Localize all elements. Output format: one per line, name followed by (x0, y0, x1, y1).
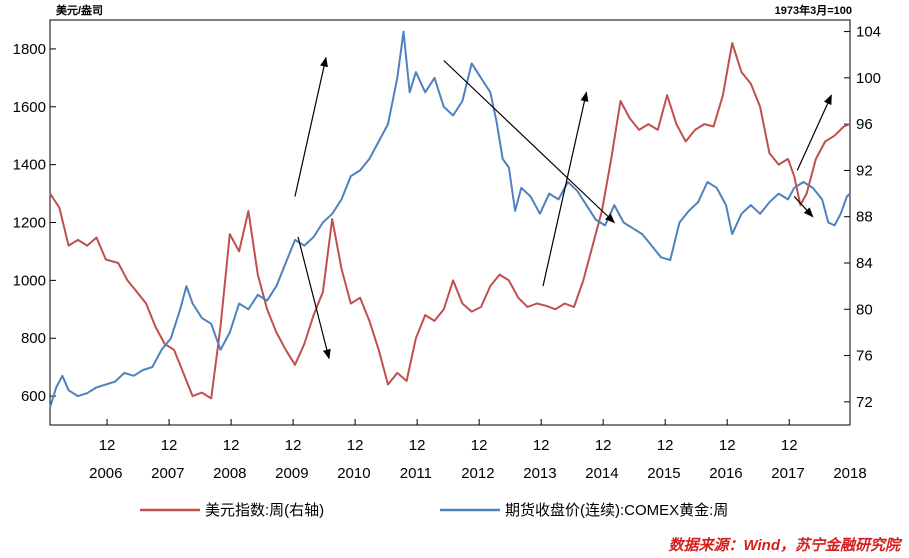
left-axis: 600 800 1000 1200 1400 1600 1800 (13, 41, 56, 405)
x-year-label: 2018 (833, 465, 866, 482)
x-tick-label: 12 (409, 437, 426, 454)
trend-arrow (294, 56, 328, 197)
right-tick-label: 92 (856, 162, 873, 179)
right-tick-label: 76 (856, 348, 873, 365)
series-line-gold (49, 30, 851, 408)
x-year-label: 2016 (709, 465, 742, 482)
x-tick-label: 12 (533, 437, 550, 454)
x-year-label: 2014 (585, 465, 618, 482)
x-year-label: 2015 (647, 465, 680, 482)
x-year-label: 2011 (400, 465, 432, 482)
series-line-usd-index (49, 42, 851, 400)
right-axis-unit: 1973年3月=100 (775, 3, 852, 17)
left-tick-label: 1000 (13, 272, 46, 289)
source-note: 数据来源：Wind，苏宁金融研究院 (668, 536, 903, 554)
trend-arrow (796, 94, 832, 171)
x-tick-label: 12 (719, 437, 736, 454)
x-axis: 12 12 12 12 12 12 12 12 12 12 12 12 2006 2007 2008 2009… (89, 419, 867, 482)
left-tick-label: 1800 (13, 41, 46, 58)
trend-arrow (297, 236, 331, 360)
right-tick-label: 84 (856, 255, 873, 272)
left-tick-label: 600 (21, 388, 46, 405)
x-year-label: 2010 (337, 465, 370, 482)
x-tick-label: 12 (657, 437, 674, 454)
x-year-label: 2007 (151, 465, 184, 482)
x-tick-label: 12 (595, 437, 612, 454)
x-year-label: 2006 (89, 465, 122, 482)
legend-label-usd-index: 美元指数:周(右轴) (205, 502, 324, 519)
left-tick-label: 1400 (13, 157, 46, 174)
right-tick-label: 104 (856, 24, 881, 41)
left-tick-label: 1600 (13, 99, 46, 116)
right-tick-label: 72 (856, 394, 873, 411)
x-year-label: 2009 (275, 465, 308, 482)
left-tick-label: 800 (21, 330, 46, 347)
left-tick-label: 1200 (13, 215, 46, 232)
right-tick-label: 80 (856, 301, 873, 318)
trend-arrow (443, 60, 616, 224)
legend: 美元指数:周(右轴) 期货收盘价(连续):COMEX黄金:周 (140, 501, 728, 519)
x-tick-label: 12 (781, 437, 798, 454)
left-axis-unit: 美元/盎司 (56, 3, 103, 17)
right-axis: 72 76 80 84 88 92 96 100 104 (844, 24, 881, 411)
x-year-label: 2012 (461, 465, 494, 482)
x-tick-label: 12 (99, 437, 116, 454)
x-tick-label: 12 (223, 437, 240, 454)
trend-arrow (542, 91, 589, 287)
x-tick-label: 12 (161, 437, 178, 454)
x-tick-label: 12 (347, 437, 364, 454)
x-year-label: 2013 (523, 465, 556, 482)
series-layer (49, 30, 851, 408)
legend-label-gold: 期货收盘价(连续):COMEX黄金:周 (505, 501, 728, 519)
right-tick-label: 88 (856, 209, 873, 226)
x-year-label: 2017 (771, 465, 804, 482)
trend-arrow (793, 196, 814, 218)
right-tick-label: 96 (856, 116, 873, 133)
x-tick-label: 12 (471, 437, 488, 454)
x-tick-label: 12 (285, 437, 302, 454)
x-year-label: 2008 (213, 465, 246, 482)
annotation-layer (294, 56, 832, 360)
right-tick-label: 100 (856, 70, 881, 87)
